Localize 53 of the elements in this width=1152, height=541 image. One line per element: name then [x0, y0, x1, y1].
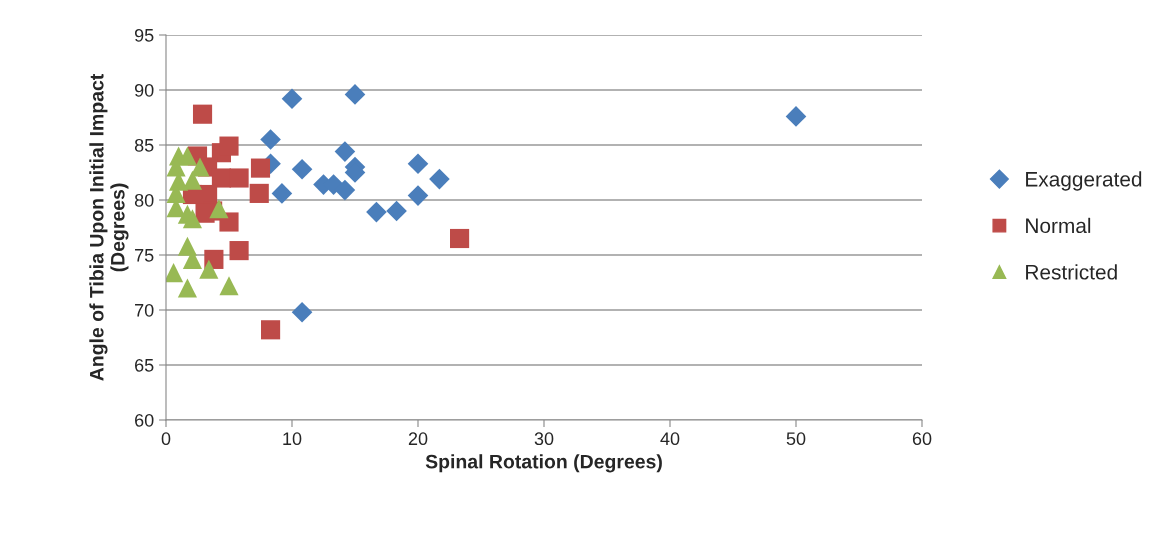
- point: [429, 168, 450, 190]
- point: [250, 158, 271, 178]
- point: [261, 320, 281, 340]
- y-tick-label: 85: [134, 138, 154, 152]
- point: [199, 259, 219, 279]
- legend-label: Exaggerated: [1026, 171, 1142, 191]
- point: [229, 168, 249, 188]
- x-tick-label: 60: [912, 432, 932, 446]
- x-tick-label: 50: [786, 432, 806, 446]
- y-tick-label: 70: [135, 303, 154, 317]
- point: [386, 200, 407, 222]
- point: [177, 236, 197, 256]
- y-tick-label: 75: [135, 249, 154, 262]
- point: [281, 88, 303, 110]
- x-tick-label: 30: [534, 432, 554, 446]
- x-tick-label: 20: [408, 432, 428, 446]
- y-tick-label: 80: [134, 193, 154, 207]
- x-tick-label: 0: [161, 432, 171, 446]
- x-axis-title: Spinal Rotation (Degrees): [425, 454, 662, 473]
- point: [334, 141, 356, 162]
- point: [192, 104, 213, 124]
- point: [249, 183, 269, 203]
- y-tick-label: 65: [135, 358, 154, 372]
- legend-label: Normal: [1026, 217, 1091, 234]
- point: [182, 170, 203, 190]
- y-tick-label: 95: [134, 28, 154, 42]
- point: [407, 153, 429, 174]
- point: [219, 276, 239, 296]
- point: [211, 168, 232, 188]
- point: [407, 185, 429, 206]
- x-tick-label: 40: [660, 432, 680, 446]
- x-tick-label: 10: [283, 432, 302, 446]
- point: [291, 301, 313, 323]
- point: [271, 183, 293, 204]
- point: [260, 129, 281, 150]
- y-tick-label: 90: [134, 83, 154, 97]
- point: [366, 201, 387, 223]
- point: [219, 136, 239, 156]
- point: [166, 263, 184, 283]
- legend-label: Restricted: [1026, 264, 1117, 280]
- y-axis-title: Angle of Tibia Upon Initial Impact (Degrees): [89, 73, 129, 381]
- point: [177, 146, 197, 166]
- point: [190, 157, 210, 177]
- point: [182, 209, 203, 229]
- point: [229, 241, 249, 261]
- point: [209, 199, 229, 219]
- point: [291, 158, 313, 180]
- point: [177, 278, 197, 298]
- y-tick-label: 60: [135, 413, 154, 427]
- point: [450, 228, 470, 249]
- point: [344, 84, 366, 105]
- point: [785, 106, 807, 127]
- point: [334, 179, 356, 201]
